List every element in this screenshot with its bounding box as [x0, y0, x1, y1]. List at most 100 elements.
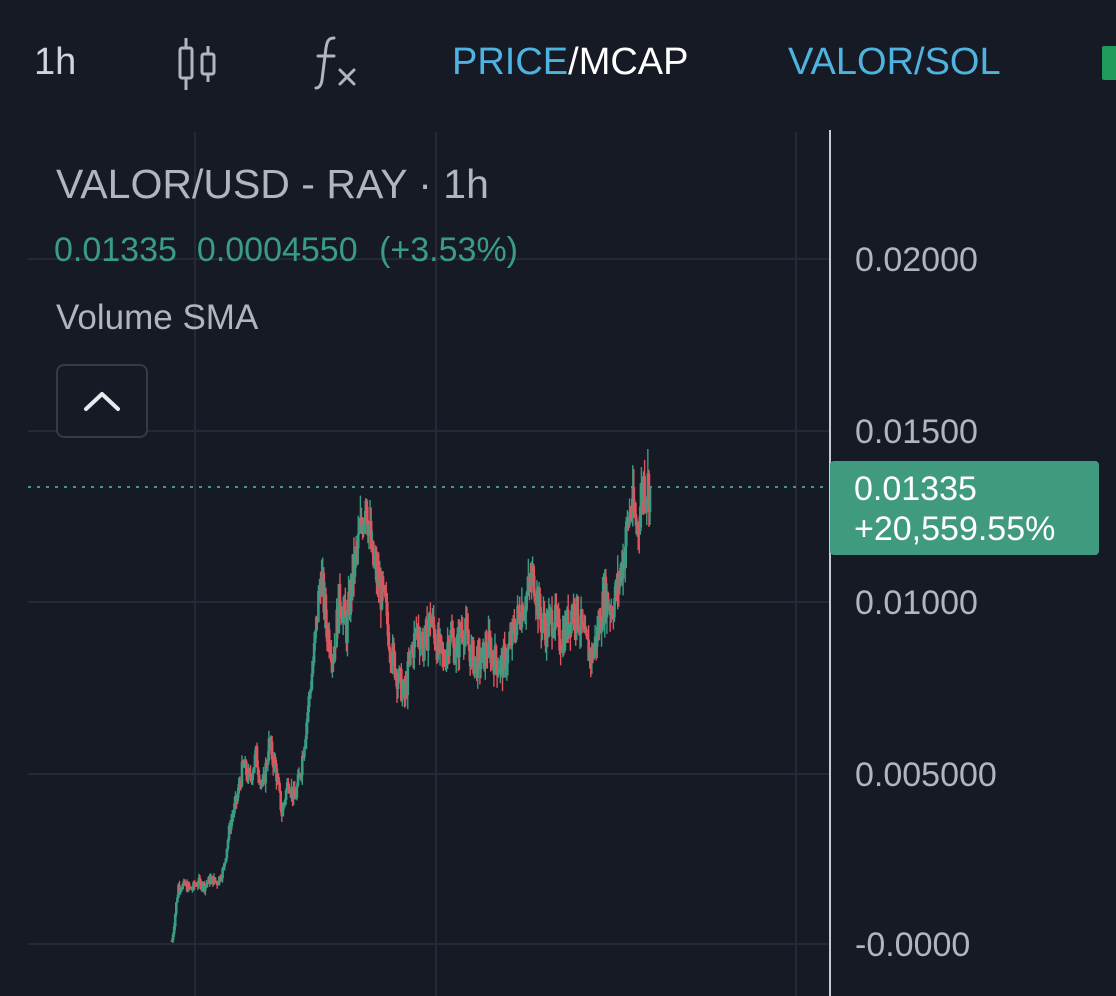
candle-body	[439, 635, 443, 642]
candle-body	[338, 584, 342, 607]
candle-body	[441, 653, 445, 658]
candle-body	[613, 597, 616, 618]
candle-body	[580, 609, 584, 626]
price-change: 0.0004550	[196, 231, 358, 269]
candle-body	[171, 934, 175, 941]
candle-body	[521, 605, 525, 620]
candle-body	[180, 888, 183, 891]
candle-body	[365, 500, 369, 521]
candle-body	[606, 592, 610, 610]
price-axis-label: 0.02000	[855, 241, 978, 279]
candle-body	[312, 643, 316, 663]
candle-body	[220, 878, 223, 880]
candle-body	[461, 630, 464, 636]
price-tag-change: +20,559.55%	[854, 510, 1056, 548]
candle-body	[284, 789, 288, 801]
function-fx-icon[interactable]	[314, 34, 360, 90]
candle-body	[523, 612, 527, 615]
candle-body	[173, 914, 177, 927]
candle-body	[578, 631, 582, 634]
candle-body	[423, 625, 427, 648]
candle-body	[502, 645, 505, 678]
candle-body	[224, 858, 228, 863]
candle-body	[611, 611, 614, 617]
candle-body	[232, 813, 235, 817]
candle-body	[310, 673, 314, 690]
candle-body	[314, 616, 318, 632]
collapse-legend-button[interactable]	[56, 364, 148, 438]
candle-body	[586, 635, 589, 640]
mcap-option[interactable]: MCAP	[578, 41, 689, 83]
candle-body	[298, 773, 302, 777]
candle-body	[266, 760, 270, 766]
candle-body	[595, 626, 599, 647]
candle-body	[229, 820, 233, 830]
candle-body	[504, 647, 508, 670]
candle-body	[543, 613, 546, 627]
candle-body	[599, 615, 602, 633]
candle-body	[300, 756, 304, 776]
candle-body	[178, 885, 181, 891]
candle-body	[555, 604, 558, 618]
candle-body	[479, 662, 483, 670]
candle-body	[380, 576, 384, 610]
candle-body	[547, 613, 551, 637]
price-option[interactable]: PRICE	[452, 41, 569, 83]
candle-body	[525, 590, 529, 597]
candle-body	[356, 533, 360, 549]
candle-body	[443, 657, 446, 664]
candle-body	[360, 517, 363, 526]
candle-body	[467, 644, 471, 651]
legend-values: 0.01335 0.0004550 (+3.53%)	[54, 228, 518, 272]
candle-body	[648, 486, 652, 513]
candle-body	[409, 650, 413, 652]
price-axis-label: -0.0000	[855, 926, 971, 964]
candle-body	[391, 643, 394, 667]
candle-body	[639, 506, 642, 532]
candle-body	[560, 650, 564, 652]
candle-body	[466, 629, 470, 645]
candle-body	[506, 648, 510, 664]
last-price-tag: 0.01335 +20,559.55%	[830, 461, 1099, 555]
price-mcap-toggle[interactable]: PRICE/MCAP	[452, 38, 689, 86]
candle-body	[510, 621, 514, 646]
candle-body	[421, 635, 425, 656]
candle-body	[186, 883, 190, 892]
candle-body	[438, 635, 442, 651]
candle-body	[255, 746, 259, 768]
candle-body	[252, 767, 256, 773]
candle-body	[362, 521, 365, 534]
pair-toggle-button[interactable]: VALOR/SOL	[788, 41, 1001, 83]
interval-button[interactable]: 1h	[34, 41, 77, 83]
candle-body	[452, 637, 456, 663]
candle-body	[487, 631, 490, 657]
candle-body	[278, 783, 281, 792]
candle-body	[406, 661, 410, 696]
volume-sma-label[interactable]: Volume SMA	[56, 298, 259, 337]
candle-body	[281, 806, 285, 817]
candle-body	[573, 604, 576, 628]
candle-body	[426, 628, 430, 651]
candle-body	[293, 787, 297, 799]
candle-body	[643, 476, 646, 506]
price-axis-label: 0.01500	[855, 413, 978, 451]
candle-body	[274, 757, 277, 764]
clipped-toolbar-button[interactable]	[1102, 46, 1116, 80]
candle-body	[308, 692, 312, 697]
candle-body	[221, 868, 224, 879]
candle-body	[449, 629, 453, 642]
candle-body	[172, 926, 176, 935]
candle-body	[349, 579, 353, 615]
candle-body	[369, 520, 373, 549]
candle-body	[472, 640, 475, 674]
candle-body	[299, 775, 303, 777]
candle-body	[190, 887, 193, 890]
candle-body	[558, 619, 561, 651]
candle-body	[306, 712, 309, 723]
candle-body	[491, 651, 495, 660]
candle-body	[389, 651, 392, 664]
candle-body	[505, 663, 509, 670]
candle-body	[550, 610, 554, 637]
candlestick-icon[interactable]	[176, 36, 220, 92]
